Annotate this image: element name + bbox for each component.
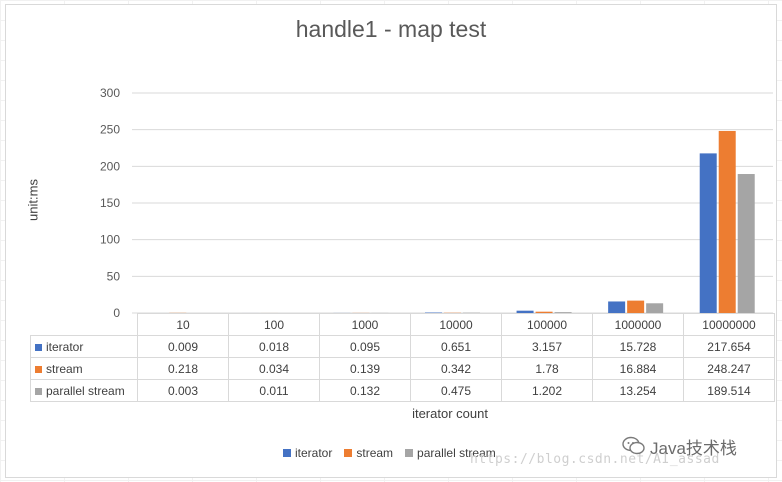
bar bbox=[646, 303, 664, 313]
data-table: 10 100 1000 10000 100000 1000000 10000000 itera… bbox=[30, 313, 775, 402]
data-table-series-label: stream bbox=[30, 357, 138, 380]
data-label: 15.728 bbox=[592, 335, 684, 358]
data-label: 217.654 bbox=[683, 335, 775, 358]
data-table-row: iterator 0.009 0.018 0.095 0.651 3.157 15.728 2… bbox=[30, 335, 775, 358]
data-label: 0.132 bbox=[319, 379, 411, 402]
x-tick-label: 100 bbox=[228, 313, 320, 336]
watermark-url: https://blog.csdn.net/AI_assad bbox=[470, 452, 720, 467]
x-tick-label: 10 bbox=[137, 313, 229, 336]
x-tick-label: 1000000 bbox=[592, 313, 684, 336]
series-name: stream bbox=[46, 361, 83, 376]
x-tick-label: 100000 bbox=[501, 313, 593, 336]
legend-label: parallel stream bbox=[417, 446, 496, 460]
legend-swatch bbox=[344, 449, 353, 457]
y-tick-label: 100 bbox=[100, 233, 120, 247]
legend-label: iterator bbox=[295, 446, 333, 460]
y-tick-label: 200 bbox=[100, 159, 120, 173]
legend-key bbox=[35, 387, 42, 395]
data-label: 0.218 bbox=[137, 357, 229, 380]
bar bbox=[554, 312, 572, 313]
series-name: parallel stream bbox=[46, 383, 125, 398]
legend-label: stream bbox=[356, 446, 394, 460]
watermark-brand: Java技术栈 bbox=[650, 439, 737, 458]
data-label: 189.514 bbox=[683, 379, 775, 402]
data-label: 0.011 bbox=[228, 379, 320, 402]
data-table-series-label: iterator bbox=[30, 335, 138, 358]
data-label: 248.247 bbox=[683, 357, 775, 380]
chart-title: handle1 - map test bbox=[295, 16, 487, 42]
legend-swatch bbox=[283, 449, 291, 457]
x-tick-label: 1000 bbox=[319, 313, 411, 336]
data-table-series-label: parallel stream bbox=[30, 379, 138, 402]
legend-swatch bbox=[405, 449, 414, 457]
bar bbox=[737, 174, 755, 313]
data-label: 0.034 bbox=[228, 357, 320, 380]
data-table-row: stream 0.218 0.034 0.139 0.342 1.78 16.884 248.… bbox=[30, 357, 775, 380]
data-label: 0.475 bbox=[410, 379, 502, 402]
bar bbox=[516, 310, 534, 313]
data-label: 0.139 bbox=[319, 357, 411, 380]
legend: iterator stream parallel stream bbox=[283, 446, 508, 460]
data-table-row: parallel stream 0.003 0.011 0.132 0.475 1.202… bbox=[30, 379, 775, 402]
data-label: 0.018 bbox=[228, 335, 320, 358]
y-tick-label: 0 bbox=[113, 306, 120, 320]
legend-item: parallel stream bbox=[405, 446, 496, 460]
data-label: 0.342 bbox=[410, 357, 502, 380]
data-label: 0.003 bbox=[137, 379, 229, 402]
y-axis-ticks: 0 50 100 150 200 250 300 bbox=[100, 86, 120, 320]
bars bbox=[150, 130, 755, 313]
legend-item: stream bbox=[344, 446, 393, 460]
data-label: 0.651 bbox=[410, 335, 502, 358]
bar bbox=[608, 301, 626, 313]
y-tick-label: 250 bbox=[100, 123, 120, 137]
data-label: 0.095 bbox=[319, 335, 411, 358]
bar bbox=[718, 130, 736, 313]
legend-item: iterator bbox=[283, 446, 332, 460]
bar bbox=[535, 311, 553, 313]
data-label: 16.884 bbox=[592, 357, 684, 380]
y-tick-label: 50 bbox=[107, 269, 121, 283]
data-label: 1.78 bbox=[501, 357, 593, 380]
y-tick-label: 150 bbox=[100, 196, 120, 210]
legend-key bbox=[35, 343, 42, 351]
bar bbox=[699, 153, 717, 313]
y-tick-label: 300 bbox=[100, 86, 120, 100]
x-tick-label: 10000 bbox=[410, 313, 502, 336]
data-label: 13.254 bbox=[592, 379, 684, 402]
data-table-header-row: 10 100 1000 10000 100000 1000000 10000000 bbox=[31, 313, 775, 336]
legend-key bbox=[35, 365, 42, 373]
data-label: 0.009 bbox=[137, 335, 229, 358]
x-axis-label: iterator count bbox=[412, 406, 488, 421]
data-label: 1.202 bbox=[501, 379, 593, 402]
wechat-icon bbox=[622, 436, 645, 455]
gridlines bbox=[132, 92, 773, 314]
data-label: 3.157 bbox=[501, 335, 593, 358]
series-name: iterator bbox=[46, 339, 84, 354]
x-tick-label: 10000000 bbox=[683, 313, 775, 336]
data-table-corner bbox=[31, 314, 138, 336]
bar bbox=[627, 300, 645, 313]
